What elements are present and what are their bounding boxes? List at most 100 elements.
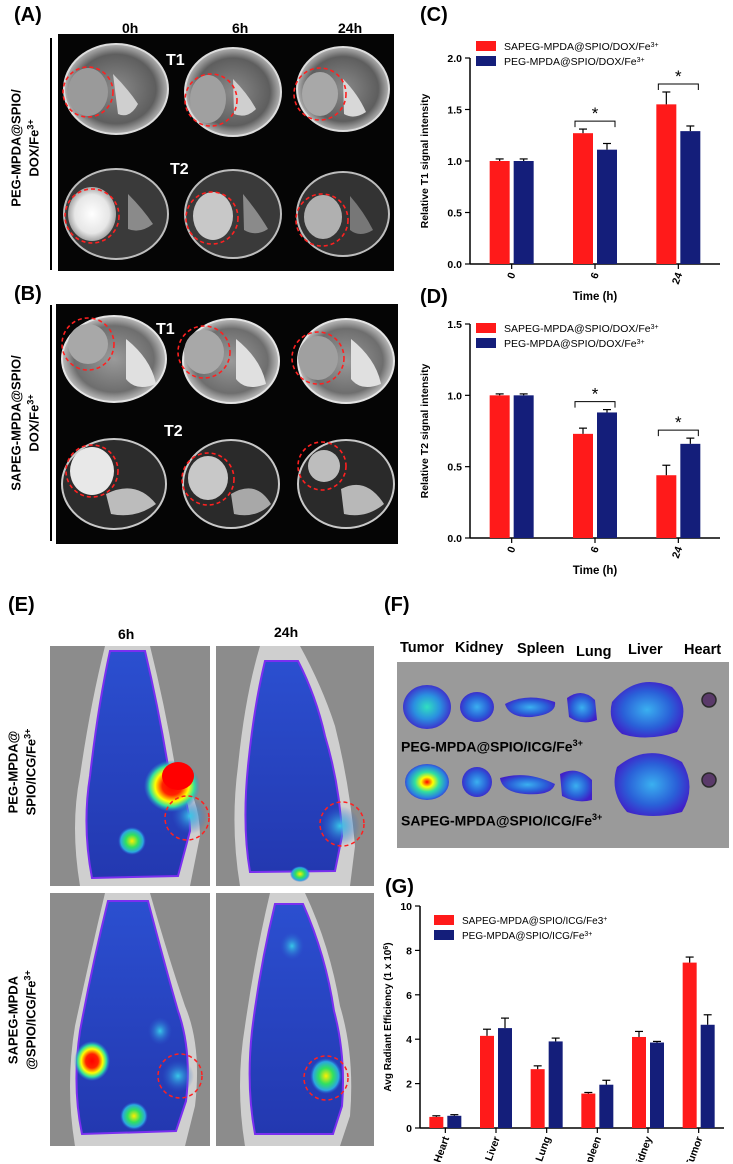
time-label-24h: 24h xyxy=(338,20,363,36)
bar xyxy=(597,149,617,264)
x-tick-label: Heart xyxy=(432,1134,453,1162)
y-tick-label: 1.0 xyxy=(447,156,462,168)
bar xyxy=(573,133,593,264)
row-label-a: PEG-MPDA@SPIO/ DOX/Fe3+ xyxy=(8,89,42,207)
bar xyxy=(650,1042,664,1128)
bar xyxy=(513,395,534,538)
y-axis-label: Avg Radiant Efficiency (1 x 106) xyxy=(383,942,395,1091)
y-tick-label: 0.5 xyxy=(447,462,462,474)
organ-label-kidney: Kidney xyxy=(455,640,504,656)
time-label-e-24h: 24h xyxy=(274,624,299,640)
bar xyxy=(498,1028,512,1128)
bar xyxy=(513,161,534,264)
y-tick-label: 1.5 xyxy=(447,319,462,331)
time-label-e-6h: 6h xyxy=(118,626,135,642)
y-tick-label: 1.0 xyxy=(447,390,462,402)
x-tick-label: 24 xyxy=(670,545,685,560)
significance-star: * xyxy=(675,67,682,86)
t1-label-b: T1 xyxy=(156,321,175,338)
x-tick-label: Kidney xyxy=(632,1135,655,1162)
y-tick-label: 0.5 xyxy=(447,208,462,220)
bar xyxy=(429,1116,444,1128)
x-tick-label: 0 xyxy=(505,545,518,555)
panel-letter-g: (G) xyxy=(385,876,414,898)
bar xyxy=(489,395,510,538)
x-tick-label: 0 xyxy=(505,271,518,281)
x-tick-label: 6 xyxy=(589,545,602,555)
y-tick-label: 0.0 xyxy=(447,533,462,545)
panel-letter-f: (F) xyxy=(384,594,410,616)
legend-swatch xyxy=(476,41,496,51)
organ-row-label-1: PEG-MPDA@SPIO/ICG/Fe3+ xyxy=(401,738,583,755)
x-tick-label: Lung xyxy=(533,1135,553,1162)
t2-label-a: T2 xyxy=(170,161,189,178)
y-tick-label: 1.5 xyxy=(447,105,462,117)
y-tick-label: 10 xyxy=(400,901,412,913)
bar xyxy=(682,962,697,1128)
ivis-mouse-images xyxy=(50,646,374,1146)
y-axis-label: Relative T2 signal intensity xyxy=(419,363,431,498)
bar xyxy=(656,104,677,264)
bar xyxy=(447,1115,462,1128)
x-axis-label: Time (h) xyxy=(573,291,618,303)
bar xyxy=(489,161,510,264)
legend-swatch xyxy=(476,56,496,66)
mri-image-a: T1 T2 xyxy=(58,34,394,271)
chart-t1-signal: 0.0 0.5 1.0 1.5 2.0 Relative T1 signal intens… xyxy=(419,41,720,303)
y-axis-label: Relative T1 signal intensity xyxy=(419,93,431,228)
separator-b xyxy=(50,305,52,541)
mri-image-b: T1 T2 xyxy=(56,304,398,544)
chart-radiant-efficiency: 0 2 4 6 8 10 Avg Radiant Efficiency (1 x 106) H… xyxy=(383,901,724,1162)
legend-swatch xyxy=(476,323,496,333)
x-axis-label: Time (h) xyxy=(573,565,618,577)
bar xyxy=(573,433,593,538)
legend-label: PEG-MPDA@SPIO/DOX/Fe3+ xyxy=(504,56,645,68)
time-label-0h: 0h xyxy=(122,20,139,36)
y-tick-label: 8 xyxy=(406,945,412,957)
y-tick-label: 2.0 xyxy=(447,53,462,65)
chart-t2-signal: 0.0 0.5 1.0 1.5 Relative T2 signal intensity… xyxy=(419,319,720,577)
legend-label: PEG-MPDA@SPIO/ICG/Fe3+ xyxy=(462,931,592,943)
legend-label: SAPEG-MPDA@SPIO/ICG/Fe3+ xyxy=(462,916,607,928)
y-tick-label: 2 xyxy=(406,1079,412,1091)
organ-label-liver: Liver xyxy=(628,642,663,658)
legend-label: SAPEG-MPDA@SPIO/DOX/Fe3+ xyxy=(504,41,659,53)
row-label-b: SAPEG-MPDA@SPIO/ DOX/Fe3+ xyxy=(8,355,42,491)
row-label-e2: SAPEG-MPDA @SPIO/ICG/Fe3+ xyxy=(5,970,39,1070)
significance-star: * xyxy=(592,104,599,123)
bar xyxy=(599,1084,614,1128)
significance-bracket xyxy=(657,429,699,437)
bar xyxy=(581,1093,596,1128)
bar xyxy=(548,1041,563,1128)
legend-swatch xyxy=(434,930,454,940)
t1-label-a: T1 xyxy=(166,52,185,69)
panel-letter-a: (A) xyxy=(14,4,42,26)
x-tick-label: Spleen xyxy=(581,1135,604,1162)
x-tick-label: 24 xyxy=(670,271,685,286)
bar xyxy=(680,131,701,264)
x-tick-label: 6 xyxy=(589,271,602,281)
legend-label: SAPEG-MPDA@SPIO/DOX/Fe3+ xyxy=(504,323,659,335)
bar xyxy=(597,412,617,538)
legend-swatch xyxy=(476,338,496,348)
t2-label-b: T2 xyxy=(164,423,183,440)
significance-bracket xyxy=(574,120,616,128)
bar xyxy=(530,1069,545,1128)
x-tick-label: Liver xyxy=(483,1135,503,1162)
organ-label-tumor: Tumor xyxy=(400,640,445,656)
ex-vivo-organ-image: PEG-MPDA@SPIO/ICG/Fe3+ SAPEG-MPDA@SPIO/I… xyxy=(397,662,729,848)
legend-label: PEG-MPDA@SPIO/DOX/Fe3+ xyxy=(504,338,645,350)
organ-label-spleen: Spleen xyxy=(517,641,565,657)
bar xyxy=(700,1024,715,1128)
y-tick-label: 6 xyxy=(406,990,412,1002)
x-tick-label: Tumor xyxy=(683,1135,705,1162)
organ-row-label-2: SAPEG-MPDA@SPIO/ICG/Fe3+ xyxy=(401,812,603,829)
y-tick-label: 0 xyxy=(406,1123,412,1135)
significance-star: * xyxy=(592,385,599,404)
panel-letter-d: (D) xyxy=(420,286,448,308)
y-tick-label: 0.0 xyxy=(447,259,462,271)
panel-letter-c: (C) xyxy=(420,4,448,26)
bar xyxy=(656,475,677,538)
significance-star: * xyxy=(675,413,682,432)
significance-bracket xyxy=(574,401,616,408)
